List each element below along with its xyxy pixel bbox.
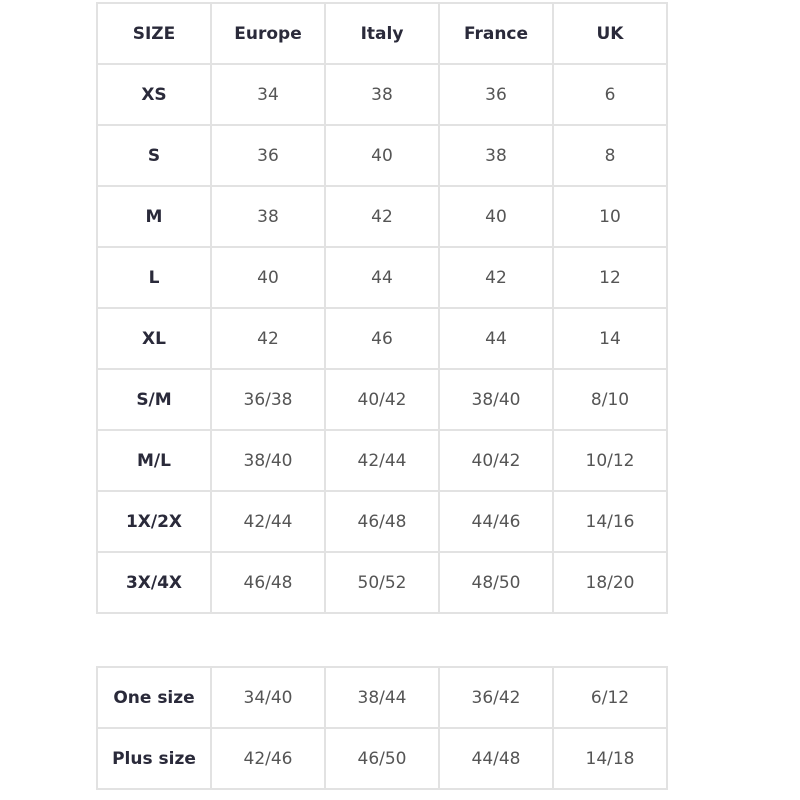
size-label-cell: 1X/2X: [96, 490, 212, 553]
column-header: SIZE: [96, 2, 212, 65]
size-value-cell: 14/18: [552, 727, 668, 790]
size-value-cell: 44/48: [438, 727, 554, 790]
size-value-cell: 46/48: [210, 551, 326, 614]
size-value-cell: 42: [324, 185, 440, 248]
table-row: XS 34 38 36 6: [96, 63, 668, 126]
column-header: Europe: [210, 2, 326, 65]
size-value-cell: 44: [438, 307, 554, 370]
table-row: 3X/4X 46/48 50/52 48/50 18/20: [96, 551, 668, 614]
size-label-cell: XS: [96, 63, 212, 126]
table-row: One size 34/40 38/44 36/42 6/12: [96, 666, 668, 729]
size-value-cell: 40: [438, 185, 554, 248]
size-value-cell: 6/12: [552, 666, 668, 729]
size-label-cell: Plus size: [96, 727, 212, 790]
size-value-cell: 36: [438, 63, 554, 126]
table-row: S/M 36/38 40/42 38/40 8/10: [96, 368, 668, 431]
size-value-cell: 42/44: [210, 490, 326, 553]
size-value-cell: 38: [210, 185, 326, 248]
size-label-cell: 3X/4X: [96, 551, 212, 614]
size-value-cell: 10: [552, 185, 668, 248]
size-value-cell: 42: [438, 246, 554, 309]
size-value-cell: 38: [324, 63, 440, 126]
size-value-cell: 10/12: [552, 429, 668, 492]
size-value-cell: 12: [552, 246, 668, 309]
size-value-cell: 36: [210, 124, 326, 187]
size-value-cell: 46/50: [324, 727, 440, 790]
size-label-cell: M/L: [96, 429, 212, 492]
size-value-cell: 46/48: [324, 490, 440, 553]
size-value-cell: 42/46: [210, 727, 326, 790]
size-value-cell: 8: [552, 124, 668, 187]
size-value-cell: 36/38: [210, 368, 326, 431]
size-value-cell: 42: [210, 307, 326, 370]
size-value-cell: 14: [552, 307, 668, 370]
size-label-cell: One size: [96, 666, 212, 729]
size-value-cell: 18/20: [552, 551, 668, 614]
size-value-cell: 38: [438, 124, 554, 187]
table-row: XL 42 46 44 14: [96, 307, 668, 370]
size-value-cell: 40/42: [438, 429, 554, 492]
column-header: Italy: [324, 2, 440, 65]
column-header: France: [438, 2, 554, 65]
size-value-cell: 8/10: [552, 368, 668, 431]
size-label-cell: L: [96, 246, 212, 309]
size-value-cell: 38/44: [324, 666, 440, 729]
size-value-cell: 34/40: [210, 666, 326, 729]
size-value-cell: 50/52: [324, 551, 440, 614]
size-value-cell: 42/44: [324, 429, 440, 492]
size-value-cell: 44/46: [438, 490, 554, 553]
table-row: 1X/2X 42/44 46/48 44/46 14/16: [96, 490, 668, 553]
size-value-cell: 40/42: [324, 368, 440, 431]
special-size-table: One size 34/40 38/44 36/42 6/12 Plus size 42/4…: [96, 666, 668, 790]
column-header: UK: [552, 2, 668, 65]
size-value-cell: 40: [210, 246, 326, 309]
table-row: M/L 38/40 42/44 40/42 10/12: [96, 429, 668, 492]
size-value-cell: 40: [324, 124, 440, 187]
table-row: S 36 40 38 8: [96, 124, 668, 187]
size-value-cell: 6: [552, 63, 668, 126]
size-label-cell: M: [96, 185, 212, 248]
size-value-cell: 44: [324, 246, 440, 309]
size-value-cell: 38/40: [210, 429, 326, 492]
size-value-cell: 14/16: [552, 490, 668, 553]
size-value-cell: 46: [324, 307, 440, 370]
size-label-cell: S/M: [96, 368, 212, 431]
size-value-cell: 36/42: [438, 666, 554, 729]
table-row: M 38 42 40 10: [96, 185, 668, 248]
table-row: L 40 44 42 12: [96, 246, 668, 309]
size-value-cell: 48/50: [438, 551, 554, 614]
size-chart-table: SIZE Europe Italy France UK XS 34 38 36 6 S 36 40 38 8…: [96, 2, 668, 614]
table-row: Plus size 42/46 46/50 44/48 14/18: [96, 727, 668, 790]
size-label-cell: XL: [96, 307, 212, 370]
size-label-cell: S: [96, 124, 212, 187]
size-value-cell: 38/40: [438, 368, 554, 431]
size-value-cell: 34: [210, 63, 326, 126]
header-row: SIZE Europe Italy France UK: [96, 2, 668, 65]
